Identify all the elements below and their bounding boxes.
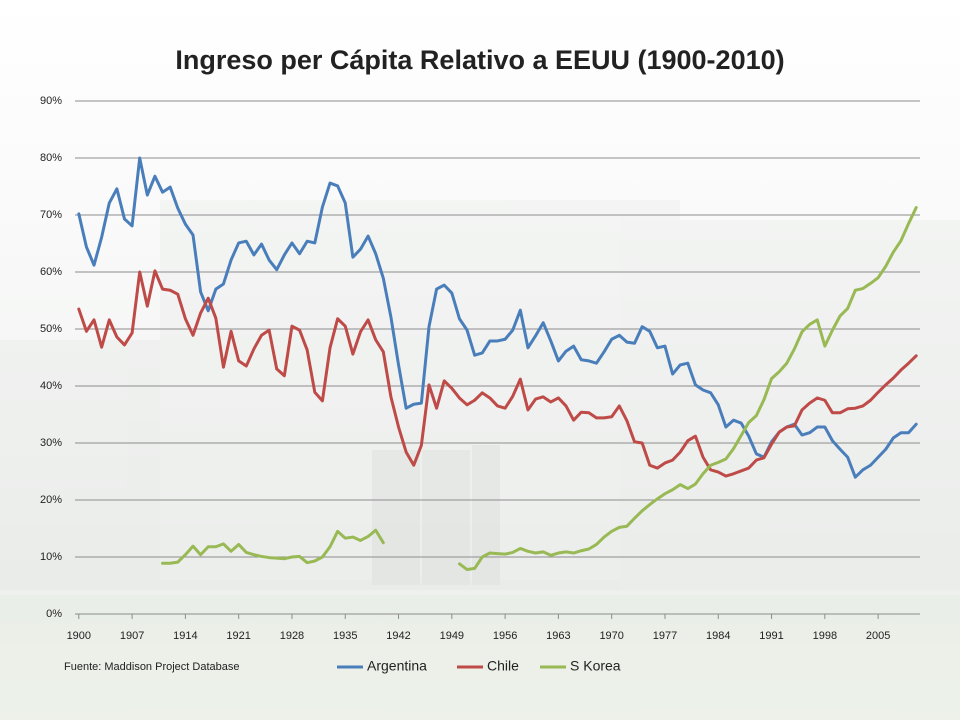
x-tick-label: 1935 bbox=[333, 630, 357, 642]
y-tick-label: 70% bbox=[40, 209, 62, 221]
y-tick-label: 80% bbox=[40, 152, 62, 164]
x-tick-label: 1977 bbox=[653, 630, 677, 642]
background-building bbox=[0, 200, 960, 720]
x-tick-label: 1914 bbox=[173, 630, 197, 642]
y-tick-label: 30% bbox=[40, 437, 62, 449]
x-tick-label: 1949 bbox=[440, 630, 464, 642]
legend-label: Argentina bbox=[367, 658, 427, 674]
x-tick-label: 1984 bbox=[706, 630, 730, 642]
x-tick-label: 1963 bbox=[546, 630, 570, 642]
y-tick-label: 40% bbox=[40, 380, 62, 392]
x-tick-label: 1991 bbox=[759, 630, 783, 642]
plot-area: 0% 10% 20% 30% 40% 50% 60% 70% 80% 90% 1900 1907 191… bbox=[40, 95, 920, 674]
series-line bbox=[77, 269, 918, 478]
x-tick-label: 1928 bbox=[280, 630, 304, 642]
source-note: Fuente: Maddison Project Database bbox=[64, 661, 240, 673]
y-tick-label: 50% bbox=[40, 323, 62, 335]
y-tick-label: 90% bbox=[40, 95, 62, 107]
chart-title: Ingreso per Cápita Relativo a EEUU (1900… bbox=[175, 45, 784, 75]
series-line bbox=[161, 206, 918, 572]
x-tick-label: 1942 bbox=[386, 630, 410, 642]
y-tick-label: 10% bbox=[40, 551, 62, 563]
y-tick-label: 0% bbox=[46, 608, 62, 620]
x-tick-label: 1921 bbox=[226, 630, 250, 642]
x-tick-label: 1907 bbox=[120, 630, 144, 642]
x-tick-label: 1998 bbox=[813, 630, 837, 642]
x-tick-label: 1970 bbox=[599, 630, 623, 642]
y-tick-label: 60% bbox=[40, 266, 62, 278]
x-tick-label: 1900 bbox=[67, 630, 91, 642]
legend-label: Chile bbox=[487, 658, 519, 674]
x-tick-label: 1956 bbox=[493, 630, 517, 642]
x-tick-label: 2005 bbox=[866, 630, 890, 642]
y-tick-label: 20% bbox=[40, 494, 62, 506]
legend-label: S Korea bbox=[570, 658, 621, 674]
